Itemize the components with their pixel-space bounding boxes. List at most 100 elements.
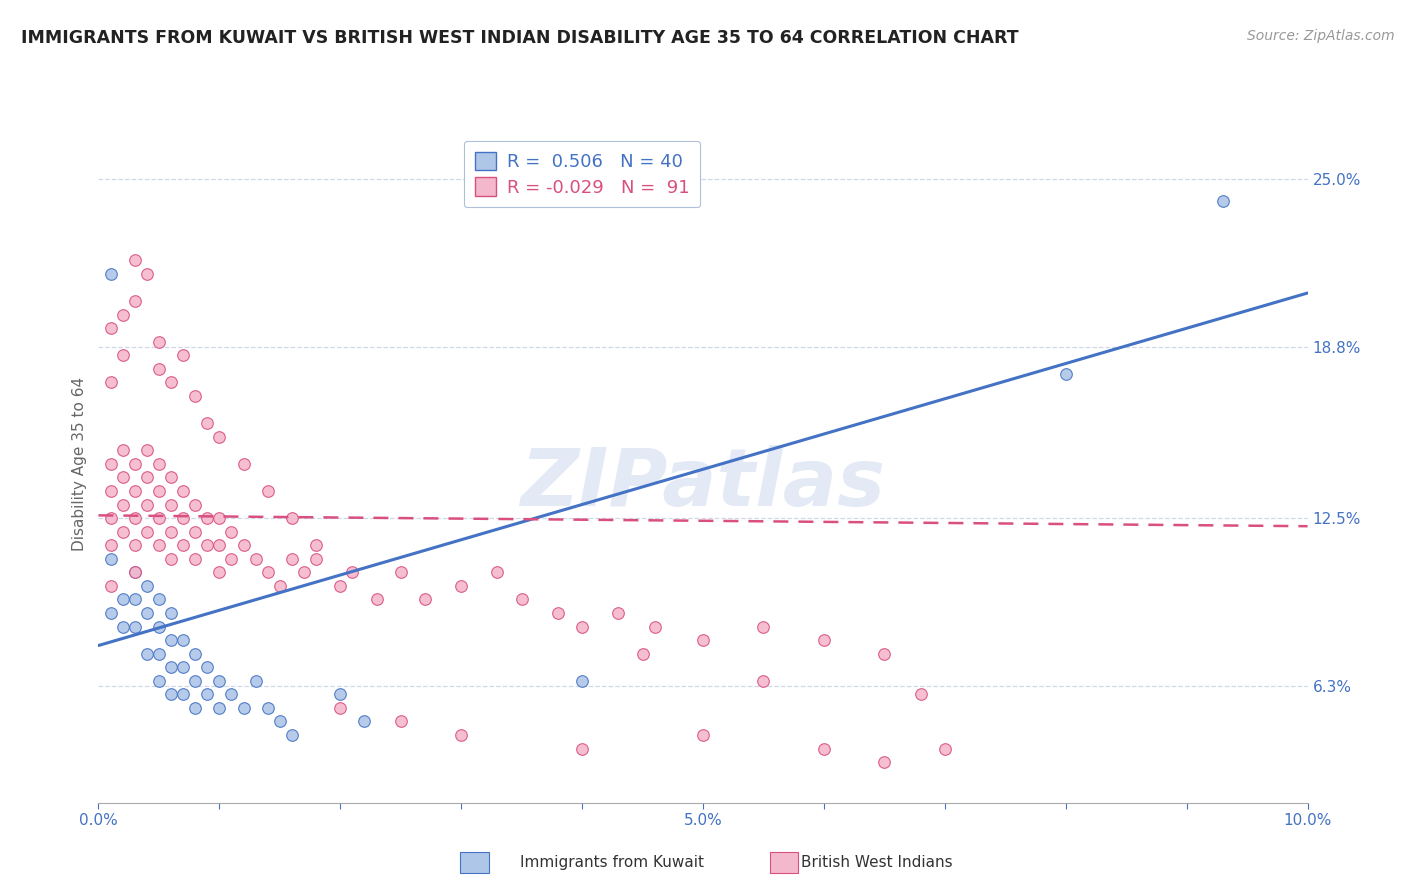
Point	[910, 687, 932, 701]
Point	[571, 741, 593, 756]
Text: Source: ZipAtlas.com: Source: ZipAtlas.com	[1247, 29, 1395, 44]
Point	[124, 592, 146, 607]
Point	[486, 566, 509, 580]
Point	[111, 348, 134, 362]
Point	[208, 673, 231, 688]
Point	[100, 551, 122, 566]
Point	[208, 701, 231, 715]
Point	[232, 538, 254, 552]
Point	[111, 592, 134, 607]
Point	[752, 619, 775, 633]
Point	[124, 483, 146, 498]
Point	[172, 660, 194, 674]
Point	[342, 566, 364, 580]
Point	[232, 701, 254, 715]
Point	[172, 633, 194, 648]
Point	[160, 376, 183, 390]
Point	[208, 538, 231, 552]
Bar	[461, 852, 489, 873]
Text: ZIPatlas: ZIPatlas	[520, 445, 886, 524]
Point	[281, 551, 304, 566]
Point	[1212, 194, 1234, 208]
Point	[124, 253, 146, 268]
Point	[100, 483, 122, 498]
Point	[256, 701, 278, 715]
Point	[111, 308, 134, 322]
Point	[100, 538, 122, 552]
Point	[873, 755, 896, 769]
Point	[184, 701, 207, 715]
Point	[245, 673, 267, 688]
Point	[100, 511, 122, 525]
Point	[292, 566, 315, 580]
Point	[256, 566, 278, 580]
Point	[160, 498, 183, 512]
Point	[692, 728, 714, 742]
Point	[208, 511, 231, 525]
Point	[100, 321, 122, 335]
Point	[607, 606, 630, 620]
Point	[172, 538, 194, 552]
Point	[195, 538, 218, 552]
Point	[172, 511, 194, 525]
Text: British West Indians: British West Indians	[801, 855, 953, 870]
Point	[160, 551, 183, 566]
Point	[172, 348, 194, 362]
Point	[413, 592, 436, 607]
Point	[269, 714, 291, 729]
Point	[111, 470, 134, 484]
Point	[111, 498, 134, 512]
Point	[221, 524, 243, 539]
Point	[160, 660, 183, 674]
Point	[752, 673, 775, 688]
Point	[195, 511, 218, 525]
Point	[124, 457, 146, 471]
Point	[184, 673, 207, 688]
Point	[148, 647, 170, 661]
Point	[281, 728, 304, 742]
Point	[208, 430, 231, 444]
Point	[135, 267, 157, 281]
Point	[148, 334, 170, 349]
Point	[813, 633, 835, 648]
Point	[148, 592, 170, 607]
Point	[329, 579, 352, 593]
Point	[329, 687, 352, 701]
Point	[366, 592, 388, 607]
Point	[934, 741, 956, 756]
Point	[148, 483, 170, 498]
Point	[547, 606, 569, 620]
Point	[329, 701, 352, 715]
Point	[148, 511, 170, 525]
Point	[135, 470, 157, 484]
Point	[160, 633, 183, 648]
Point	[510, 592, 533, 607]
Point	[221, 687, 243, 701]
Point	[124, 294, 146, 309]
Point	[148, 673, 170, 688]
Point	[124, 511, 146, 525]
Point	[160, 524, 183, 539]
Point	[221, 551, 243, 566]
Point	[100, 606, 122, 620]
Point	[172, 483, 194, 498]
Point	[644, 619, 666, 633]
Point	[450, 579, 472, 593]
Point	[692, 633, 714, 648]
Point	[124, 566, 146, 580]
Point	[305, 551, 328, 566]
Legend: R =  0.506   N = 40, R = -0.029   N =  91: R = 0.506 N = 40, R = -0.029 N = 91	[464, 141, 700, 207]
Point	[389, 714, 412, 729]
Text: Immigrants from Kuwait: Immigrants from Kuwait	[520, 855, 704, 870]
Point	[184, 389, 207, 403]
Point	[195, 416, 218, 430]
Point	[160, 470, 183, 484]
Point	[100, 376, 122, 390]
Point	[135, 498, 157, 512]
Point	[353, 714, 375, 729]
Point	[245, 551, 267, 566]
Point	[256, 483, 278, 498]
Text: IMMIGRANTS FROM KUWAIT VS BRITISH WEST INDIAN DISABILITY AGE 35 TO 64 CORRELATIO: IMMIGRANTS FROM KUWAIT VS BRITISH WEST I…	[21, 29, 1019, 47]
Point	[124, 538, 146, 552]
Point	[148, 457, 170, 471]
